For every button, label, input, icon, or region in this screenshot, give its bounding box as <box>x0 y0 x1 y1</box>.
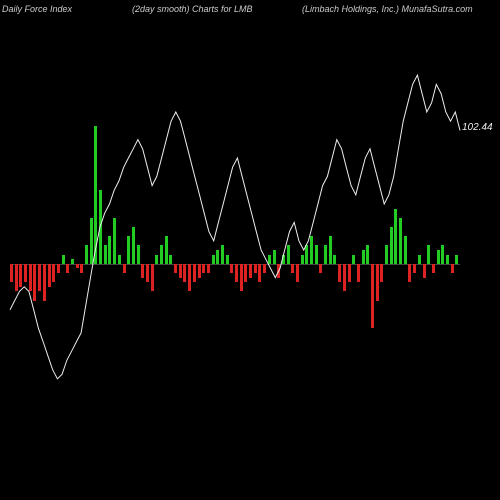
title-mid: (2day smooth) Charts for LMB <box>132 4 302 14</box>
title-left: Daily Force Index <box>2 4 132 14</box>
chart-header: Daily Force Index (2day smooth) Charts f… <box>0 0 500 18</box>
chart-area: 102.44 <box>10 20 460 480</box>
title-right: (Limbach Holdings, Inc.) MunafaSutra.com <box>302 4 500 14</box>
price-polyline <box>10 75 460 379</box>
last-price-label: 102.44 <box>462 122 493 133</box>
price-line-overlay <box>10 20 460 480</box>
